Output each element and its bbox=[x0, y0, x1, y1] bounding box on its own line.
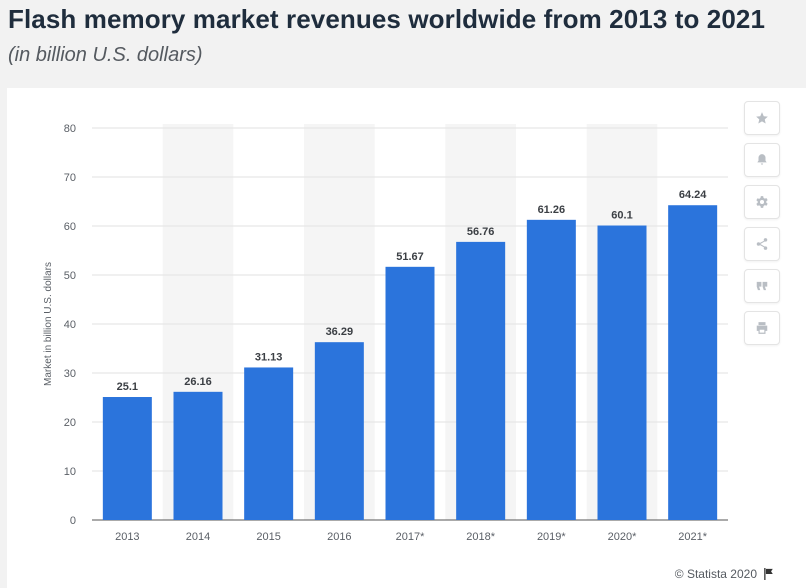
source-text: © Statista 2020 bbox=[674, 567, 757, 581]
y-tick-label: 60 bbox=[64, 221, 76, 233]
data-label: 60.1 bbox=[611, 210, 632, 222]
x-tick-label: 2016 bbox=[327, 531, 351, 543]
bar-2019 bbox=[526, 219, 576, 521]
x-tick-label: 2015 bbox=[256, 531, 280, 543]
x-tick-label: 2018* bbox=[466, 531, 495, 543]
data-label: 36.29 bbox=[326, 326, 354, 338]
y-tick-label: 50 bbox=[64, 270, 76, 282]
y-tick-label: 30 bbox=[64, 368, 76, 380]
bar-2014 bbox=[173, 391, 223, 520]
gear-icon bbox=[756, 196, 768, 208]
bar-2018 bbox=[456, 241, 506, 520]
data-label: 61.26 bbox=[538, 204, 566, 216]
bar-2017 bbox=[385, 266, 435, 520]
share-icon bbox=[756, 238, 768, 250]
chart-toolbar bbox=[744, 101, 782, 345]
print-button[interactable] bbox=[744, 311, 780, 345]
quote-icon bbox=[756, 281, 768, 291]
x-tick-label: 2021* bbox=[678, 531, 707, 543]
favorite-button[interactable] bbox=[744, 101, 780, 135]
data-label: 56.76 bbox=[467, 226, 495, 238]
chart-card: 0 10 20 30 40 50 60 70 80 Market in billion U.S. … bbox=[7, 88, 806, 588]
y-tick-label: 10 bbox=[64, 466, 76, 478]
bar-2016 bbox=[314, 342, 364, 520]
data-label: 31.13 bbox=[255, 351, 283, 363]
bar-2021 bbox=[668, 205, 718, 520]
data-label: 51.67 bbox=[396, 251, 424, 263]
cite-button[interactable] bbox=[744, 269, 780, 303]
x-tick-label: 2017* bbox=[396, 531, 425, 543]
bar-chart: 0 10 20 30 40 50 60 70 80 Market in billion U.S. … bbox=[43, 123, 728, 543]
y-tick-label: 40 bbox=[64, 319, 76, 331]
notification-button[interactable] bbox=[744, 143, 780, 177]
share-button[interactable] bbox=[744, 227, 780, 261]
settings-button[interactable] bbox=[744, 185, 780, 219]
star-icon bbox=[756, 112, 768, 124]
y-axis-label: Market in billion U.S. dollars bbox=[43, 262, 54, 386]
page-title: Flash memory market revenues worldwide f… bbox=[8, 4, 766, 34]
y-tick-label: 80 bbox=[64, 123, 76, 135]
x-tick-label: 2013 bbox=[115, 531, 139, 543]
bar-2013 bbox=[102, 397, 152, 520]
x-tick-label: 2019* bbox=[537, 531, 566, 543]
y-tick-label: 70 bbox=[64, 172, 76, 184]
print-icon bbox=[756, 322, 768, 334]
flag-icon[interactable] bbox=[763, 568, 774, 580]
page-subtitle: (in billion U.S. dollars) bbox=[8, 44, 203, 66]
y-tick-label: 0 bbox=[70, 515, 76, 527]
data-label: 25.1 bbox=[117, 381, 138, 393]
bar-2015 bbox=[244, 367, 294, 520]
bar-2020 bbox=[597, 225, 647, 520]
source-credit: © Statista 2020 bbox=[675, 567, 774, 581]
y-tick-label: 20 bbox=[64, 417, 76, 429]
bell-icon bbox=[757, 154, 767, 165]
data-label: 64.24 bbox=[679, 189, 707, 201]
x-tick-label: 2014 bbox=[186, 531, 210, 543]
x-tick-label: 2020* bbox=[608, 531, 637, 543]
data-label: 26.16 bbox=[184, 376, 212, 388]
